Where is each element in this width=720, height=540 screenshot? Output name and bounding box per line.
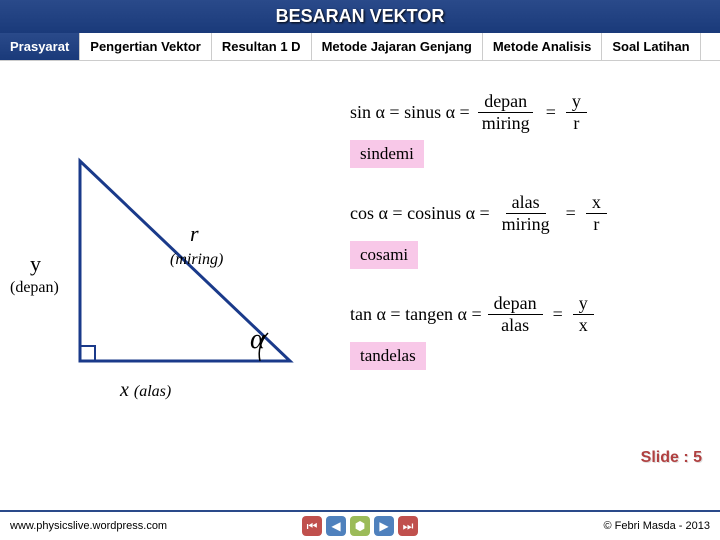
sin-frac1-bot: miring [476, 113, 536, 134]
tab-resultan[interactable]: Resultan 1 D [212, 33, 312, 60]
tab-analisis[interactable]: Metode Analisis [483, 33, 602, 60]
eq-sign: = [546, 102, 556, 123]
r-sublabel: (miring) [170, 251, 223, 269]
slide-number: Slide : 5 [641, 449, 702, 467]
cos-frac1-top: alas [506, 192, 546, 214]
tab-bar: Prasyarat Pengertian Vektor Resultan 1 D… [0, 33, 720, 61]
tan-formula: tan α = tangen α = depan alas = y x [350, 293, 710, 336]
cos-mnemonic: cosami [350, 241, 418, 269]
cos-frac2: x r [586, 192, 607, 235]
tab-soal[interactable]: Soal Latihan [602, 33, 700, 60]
eq-sign: = [566, 203, 576, 224]
tan-frac1-bot: alas [495, 315, 535, 336]
sin-mnemonic: sindemi [350, 140, 424, 168]
tan-lhs: tan α = tangen α = [350, 304, 482, 325]
cos-frac2-bot: r [587, 214, 605, 235]
tab-prasyarat[interactable]: Prasyarat [0, 33, 80, 60]
tan-frac2: y x [573, 293, 594, 336]
r-label: r [190, 221, 199, 247]
sin-frac1: depan miring [476, 91, 536, 134]
x-sub: (alas) [134, 383, 171, 400]
cos-lhs: cos α = cosinus α = [350, 203, 490, 224]
x-label: x (alas) [120, 379, 171, 402]
sin-lhs: sin α = sinus α = [350, 102, 470, 123]
nav-first-icon[interactable]: ⏮ [302, 516, 322, 536]
sin-formula: sin α = sinus α = depan miring = y r [350, 91, 710, 134]
triangle-svg [40, 151, 320, 411]
tan-frac2-bot: x [573, 315, 594, 336]
eq-sign: = [553, 304, 563, 325]
footer-copyright: © Febri Masda - 2013 [603, 520, 710, 532]
sin-frac1-top: depan [478, 91, 533, 113]
footer-bar: www.physicslive.wordpress.com ⏮ ◀ ⬢ ▶ ⏭ … [0, 510, 720, 540]
alpha-label: α [250, 324, 265, 356]
tan-frac2-top: y [573, 293, 594, 315]
y-label: y [30, 251, 41, 277]
sin-frac2-bot: r [567, 113, 585, 134]
page-header: BESARAN VEKTOR [0, 0, 720, 33]
cos-frac2-top: x [586, 192, 607, 214]
tan-mnemonic: tandelas [350, 342, 426, 370]
header-title: BESARAN VEKTOR [276, 6, 445, 26]
y-sublabel: (depan) [10, 279, 59, 297]
cos-frac1: alas miring [496, 192, 556, 235]
tab-pengertian[interactable]: Pengertian Vektor [80, 33, 212, 60]
tab-jajaran[interactable]: Metode Jajaran Genjang [312, 33, 483, 60]
nav-next-icon[interactable]: ▶ [374, 516, 394, 536]
tan-frac1-top: depan [488, 293, 543, 315]
tan-frac1: depan alas [488, 293, 543, 336]
nav-controls: ⏮ ◀ ⬢ ▶ ⏭ [302, 516, 418, 536]
cos-frac1-bot: miring [496, 214, 556, 235]
formulas-area: sin α = sinus α = depan miring = y r sin… [350, 91, 710, 394]
nav-prev-icon[interactable]: ◀ [326, 516, 346, 536]
sin-frac2-top: y [566, 91, 587, 113]
nav-home-icon[interactable]: ⬢ [350, 516, 370, 536]
triangle-diagram: y (depan) r (miring) x (alas) α [40, 151, 320, 411]
footer-url: www.physicslive.wordpress.com [10, 520, 167, 532]
cos-formula: cos α = cosinus α = alas miring = x r [350, 192, 710, 235]
x-var: x [120, 379, 129, 401]
nav-last-icon[interactable]: ⏭ [398, 516, 418, 536]
content-area: y (depan) r (miring) x (alas) α sin α = … [0, 61, 720, 501]
sin-frac2: y r [566, 91, 587, 134]
